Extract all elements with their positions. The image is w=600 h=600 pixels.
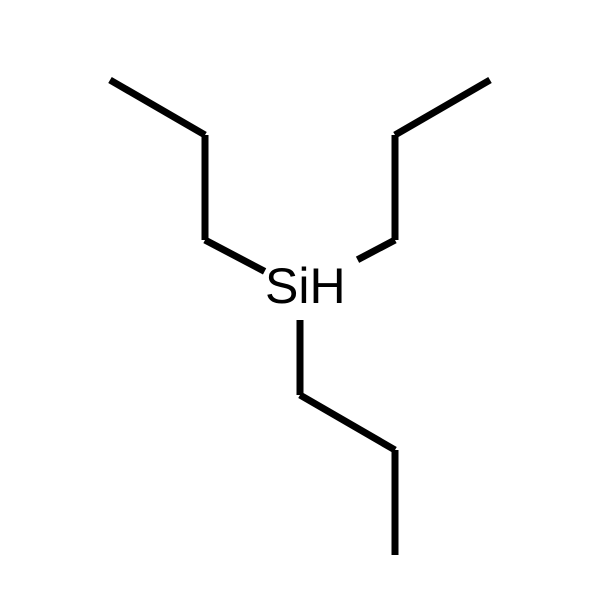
bond [110,80,205,135]
atom-label-Si: SiH [265,258,346,314]
bond [205,240,265,271]
bond [300,395,395,450]
bond [395,80,490,135]
bond [358,240,395,260]
molecule-diagram: SiH [0,0,600,600]
